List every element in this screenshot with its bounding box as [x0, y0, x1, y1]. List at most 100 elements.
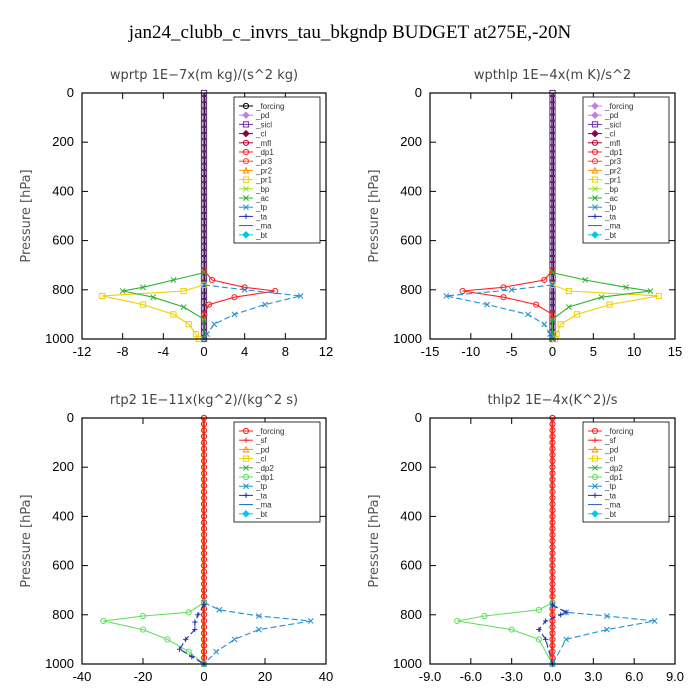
legend-marker [592, 213, 598, 219]
series-point-ta [192, 626, 198, 633]
legend-label: _dp1 [604, 148, 623, 157]
legend-label: _dp2 [255, 464, 274, 473]
series-point-tp [262, 301, 268, 308]
legend-label: _forcing [255, 102, 284, 111]
legend-label: _bp [255, 185, 270, 194]
series-point-pr1 [606, 301, 613, 308]
x-tick-label: -40 [73, 669, 92, 684]
legend-marker [242, 139, 250, 146]
series-point-pr1 [99, 292, 106, 300]
legend-marker [591, 427, 599, 435]
y-tick-label: 600 [52, 558, 74, 573]
legend-label: _bt [255, 231, 268, 240]
y-tick-label: 200 [52, 134, 74, 149]
legend-label: _pd [255, 111, 269, 120]
legend-marker [243, 195, 249, 201]
series-point-ac [623, 284, 629, 291]
legend-marker [591, 121, 599, 128]
zero-term-marker [549, 194, 556, 201]
series-point-dp1 [231, 294, 238, 301]
legend-marker [592, 492, 598, 498]
zero-term-marker [549, 120, 556, 127]
x-tick-label: -4 [158, 344, 170, 359]
legend-label: _ta [255, 212, 268, 221]
series-point-ta [563, 609, 569, 615]
series-point-pr1 [185, 321, 192, 328]
series-point-ac [119, 288, 126, 294]
series-point-dp1 [164, 636, 171, 643]
zero-term-marker [549, 255, 556, 263]
zero-term-marker [200, 249, 208, 257]
y-tick-label: 0 [67, 410, 74, 425]
x-tick-label: -6.0 [460, 669, 482, 684]
series-line-dp1 [462, 269, 554, 339]
x-tick-label: -3.0 [500, 669, 522, 684]
zero-term-marker [200, 243, 208, 250]
zero-term-marker [200, 132, 208, 140]
panel-2: wpthlp 1E−4x(m K)/s^2 Pressure [hPa] -15 -1… [367, 68, 682, 359]
zero-term-marker [549, 206, 556, 213]
y-tick-label: 400 [52, 508, 74, 523]
figure-title: jan24_clubb_c_invrs_tau_bkgndp BUDGET at… [128, 22, 572, 43]
series-point-tp [297, 292, 304, 299]
series-point-dp1 [508, 626, 515, 633]
legend-label: _dp1 [255, 148, 274, 157]
y-tick-label: 800 [400, 607, 422, 622]
legend-label: _ac [255, 194, 269, 203]
legend-marker [243, 483, 249, 490]
legend-marker [591, 148, 599, 156]
legend-label: _ma [604, 501, 621, 510]
legend-label: _tp [255, 203, 268, 212]
x-tick-label: 0 [549, 344, 556, 359]
legend-label: _tp [604, 203, 617, 212]
legend-label: _tp [255, 482, 268, 491]
legend-marker [242, 231, 250, 239]
x-tick-label: -15 [421, 344, 440, 359]
panel-title: wprtp 1E−7x(m kg)/(s^2 kg) [110, 68, 298, 83]
series-point-dp1 [481, 612, 488, 620]
zero-term-marker [549, 225, 556, 232]
zero-term-marker [549, 249, 556, 257]
legend-label: _pr3 [604, 157, 622, 166]
series-point-tp [547, 331, 554, 338]
legend-marker [591, 455, 599, 462]
series-line-tp [203, 284, 301, 340]
series-point-tp [525, 311, 531, 318]
x-tick-label: 4 [241, 344, 248, 359]
series-line-dp1 [103, 602, 205, 665]
legend-label: _cl [604, 455, 615, 464]
legend-label: _ma [255, 501, 272, 510]
x-tick-label: -12 [73, 344, 92, 359]
zero-term-marker [549, 169, 556, 177]
legend-label: _sicl [604, 120, 621, 129]
legend-label: _bp [604, 185, 619, 194]
series-point-dp1 [541, 276, 548, 284]
series-point-dp1 [139, 612, 147, 620]
series-point-ta [195, 612, 201, 618]
series-point-tp [231, 636, 238, 643]
legend-label: _pr2 [604, 166, 622, 175]
x-tick-label: 10 [627, 344, 641, 359]
series-point-ac [140, 284, 146, 291]
series-point-tp [211, 321, 218, 328]
series-line-pr1 [552, 284, 659, 340]
series-point-dp1 [533, 301, 540, 308]
zero-term-marker [200, 299, 208, 306]
plot-frame [429, 92, 676, 340]
legend-marker [592, 185, 598, 192]
legend-marker [591, 158, 599, 165]
legend-marker [591, 129, 599, 138]
x-tick-label: 6.0 [625, 669, 643, 684]
y-axis-label: Pressure [hPa] [367, 169, 382, 262]
series-line-tp [446, 284, 553, 340]
legend-label: _tp [604, 482, 617, 491]
legend-marker [242, 427, 250, 435]
y-axis-label: Pressure [hPa] [19, 494, 34, 587]
series-line-ac [122, 272, 205, 339]
series-point-tp [443, 292, 450, 299]
zero-term-marker [200, 108, 208, 115]
x-tick-label: 0 [200, 344, 207, 359]
zero-term-marker [200, 231, 208, 238]
legend-label: _mfl [604, 139, 620, 148]
series-point-dp1 [100, 617, 107, 625]
